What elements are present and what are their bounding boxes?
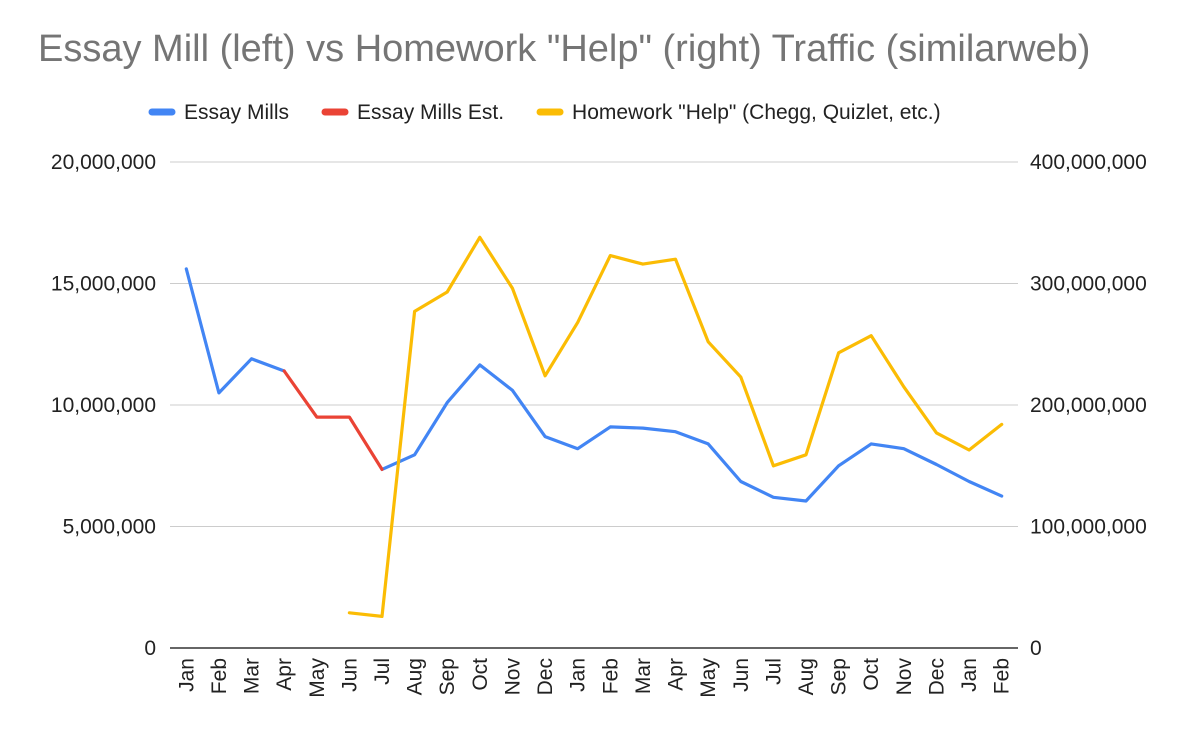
x-tick-label: May [697, 658, 720, 698]
x-tick-label: Sep [436, 658, 459, 695]
left-axis-ticks: 0 5,000,000 10,000,000 15,000,000 20,000,000 [51, 151, 156, 660]
x-tick-label: Aug [795, 658, 818, 695]
x-axis-ticks: Jan Feb Mar Apr May Jun Jul Aug Sep Oct Nov Dec Jan F… [175, 658, 1013, 698]
x-tick-label: Aug [404, 658, 427, 695]
x-tick-label: Dec [534, 658, 557, 695]
right-tick-label: 100,000,000 [1030, 516, 1147, 539]
series-line-1 [282, 369, 384, 471]
left-tick-label: 20,000,000 [51, 151, 156, 174]
x-tick-label: Oct [860, 658, 883, 691]
x-tick-label: Nov [501, 658, 524, 696]
x-tick-label: Feb [991, 658, 1014, 694]
gridlines [170, 161, 1018, 649]
x-tick-label: Oct [469, 658, 492, 691]
x-tick-label: Jul [762, 658, 785, 685]
series-line-0 [184, 267, 286, 395]
x-tick-label: Feb [599, 658, 622, 694]
x-tick-label: Apr [273, 658, 296, 691]
x-tick-label: Dec [925, 658, 948, 695]
legend-label: Essay Mills Est. [357, 101, 504, 124]
left-tick-label: 0 [144, 637, 156, 660]
x-tick-label: Jun [338, 658, 361, 692]
x-tick-label: Apr [665, 658, 688, 691]
x-tick-label: Jan [958, 658, 981, 692]
right-tick-label: 400,000,000 [1030, 151, 1147, 174]
legend-label: Homework "Help" (Chegg, Quizlet, etc.) [572, 101, 941, 124]
x-tick-label: Feb [208, 658, 231, 694]
x-tick-label: Jan [175, 658, 198, 692]
left-tick-label: 10,000,000 [51, 394, 156, 417]
left-tick-label: 5,000,000 [63, 516, 156, 539]
x-tick-label: Jan [567, 658, 590, 692]
right-tick-label: 300,000,000 [1030, 273, 1147, 296]
x-tick-label: May [306, 658, 329, 698]
x-tick-label: Jun [730, 658, 753, 692]
right-tick-label: 200,000,000 [1030, 394, 1147, 417]
x-tick-label: Sep [828, 658, 851, 695]
right-axis-ticks: 0 100,000,000 200,000,000 300,000,000 400,00… [1030, 151, 1147, 660]
series-lines [184, 235, 1004, 618]
x-tick-label: Jul [371, 658, 394, 685]
x-tick-label: Nov [893, 658, 916, 696]
series-line-0 [380, 363, 1004, 503]
series-line-2 [347, 235, 1004, 618]
x-tick-label: Mar [241, 658, 264, 694]
left-tick-label: 15,000,000 [51, 273, 156, 296]
legend-label: Essay Mills [184, 101, 289, 124]
legend: Essay Mills Essay Mills Est. Homework "Hel… [148, 101, 941, 124]
right-tick-label: 0 [1030, 637, 1042, 660]
chart-title: Essay Mill (left) vs Homework "Help" (ri… [38, 28, 1091, 70]
x-tick-label: Mar [632, 658, 655, 694]
